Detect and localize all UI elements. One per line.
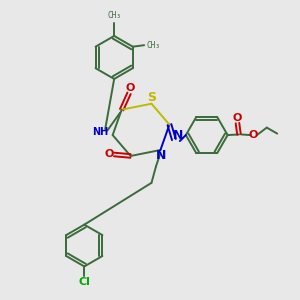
Text: Cl: Cl xyxy=(78,277,90,287)
Text: O: O xyxy=(233,113,242,123)
Text: O: O xyxy=(125,83,134,93)
Text: O: O xyxy=(249,130,258,140)
Text: S: S xyxy=(148,91,157,104)
Text: O: O xyxy=(104,149,113,160)
Text: NH: NH xyxy=(93,127,109,137)
Text: N: N xyxy=(156,149,166,163)
Text: CH₃: CH₃ xyxy=(107,11,121,20)
Text: CH₃: CH₃ xyxy=(146,41,160,50)
Text: N: N xyxy=(173,129,184,142)
